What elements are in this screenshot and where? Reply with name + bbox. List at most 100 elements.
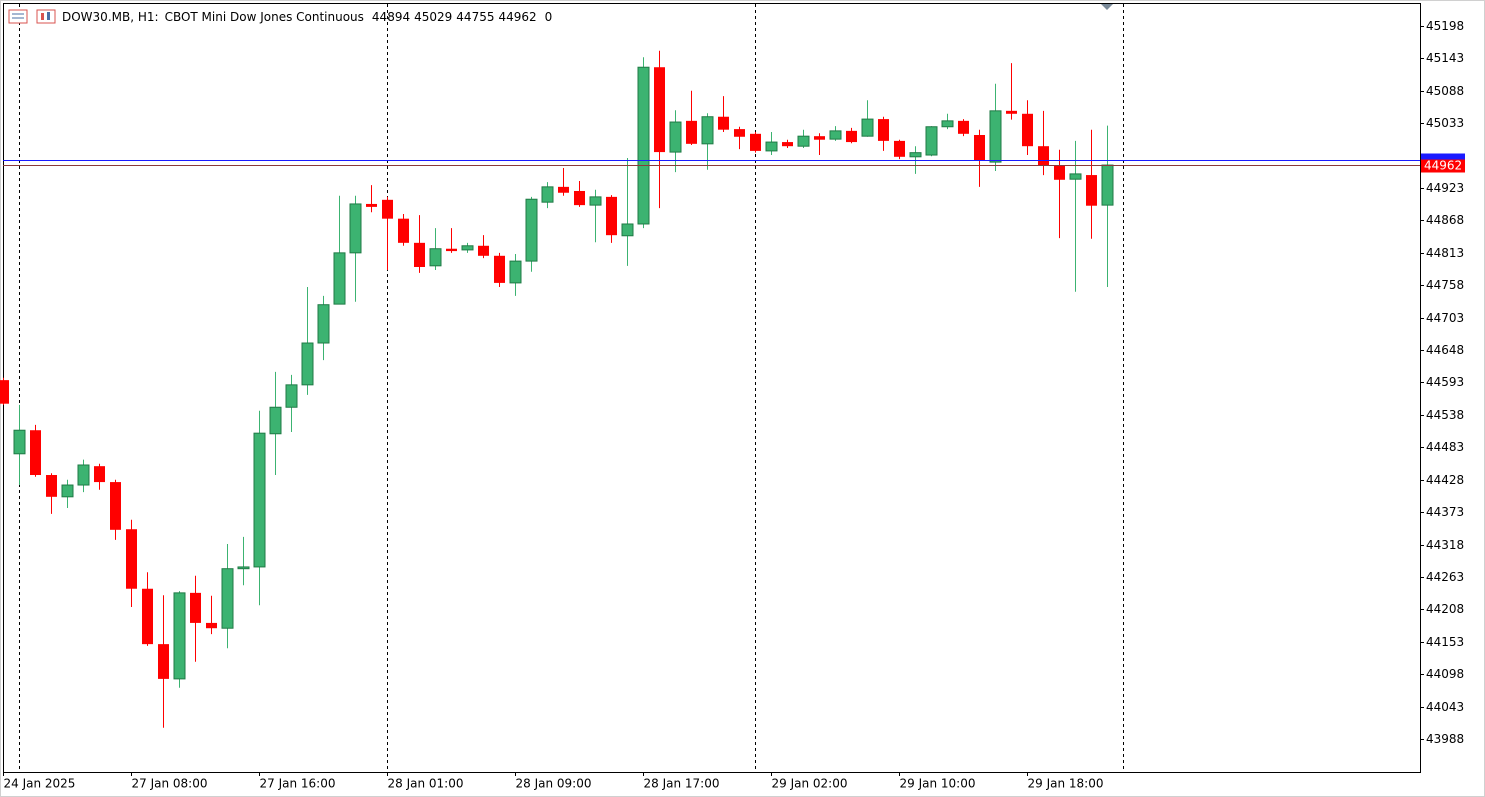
header-open: 44894 [372, 10, 410, 24]
candle-up [589, 196, 602, 206]
candle-up [765, 141, 778, 152]
candle-down [478, 245, 489, 256]
candle-down [382, 199, 393, 219]
candle-down [846, 130, 857, 143]
candle-up [861, 118, 874, 137]
header-close: 44962 [498, 10, 536, 24]
candle-down [750, 133, 761, 151]
candle-down [878, 119, 889, 141]
header-icons [8, 9, 56, 24]
last-price-label: 44962 [1424, 159, 1462, 173]
candle-down [974, 134, 985, 161]
candle-up [237, 566, 250, 570]
candle-down [894, 140, 905, 157]
icon [41, 13, 44, 20]
description: CBOT Mini Dow Jones Continuous [165, 10, 364, 24]
candle-down [718, 116, 729, 130]
x-tick-label: 27 Jan 08:00 [132, 777, 208, 791]
y-tick-label: 44758 [1426, 278, 1464, 292]
candle-down [1086, 175, 1097, 206]
candle-down [366, 203, 377, 207]
candle-up [349, 203, 362, 254]
candle-down [814, 136, 825, 140]
y-tick-label: 45198 [1426, 19, 1464, 33]
candle-up [429, 248, 442, 267]
icon [36, 9, 56, 24]
x-tick-label: 27 Jan 16:00 [260, 777, 336, 791]
candle-down [446, 248, 457, 252]
x-tick-label: 29 Jan 18:00 [1028, 777, 1104, 791]
x-tick-label: 28 Jan 17:00 [644, 777, 720, 791]
header-volume: 0 [545, 10, 553, 24]
shift-marker [1101, 4, 1113, 10]
candle-up [541, 186, 554, 203]
candle-up [1069, 173, 1082, 180]
x-tick-label: 24 Jan 2025 [4, 777, 76, 791]
x-tick-label: 28 Jan 01:00 [388, 777, 464, 791]
candle-up [525, 198, 538, 262]
candle-down [414, 242, 425, 267]
icon [8, 9, 28, 24]
candle-up [509, 260, 522, 284]
candle-up [797, 135, 810, 147]
candle-up [333, 252, 346, 305]
candle-down [686, 120, 697, 144]
candle-up [1101, 164, 1114, 206]
y-tick-label: 43988 [1426, 732, 1464, 746]
chart-header: DOW30.MB, H1: CBOT Mini Dow Jones Continu… [62, 10, 552, 24]
y-tick-label: 44538 [1426, 408, 1464, 422]
candle-down [734, 129, 745, 137]
candle-up [77, 464, 90, 486]
candles [0, 50, 1114, 728]
candle-up [61, 484, 74, 498]
candle-up [909, 152, 922, 158]
candle-down [1054, 165, 1065, 180]
candle-down [206, 622, 217, 629]
last-price-label-bg [1421, 159, 1465, 173]
candle-up [701, 116, 714, 145]
y-tick-label: 44153 [1426, 635, 1464, 649]
header-low: 44755 [456, 10, 494, 24]
y-tick-label: 44098 [1426, 667, 1464, 681]
candle-down [190, 592, 201, 623]
candle-down [782, 142, 793, 147]
candle-down [958, 120, 969, 134]
x-tick-label: 28 Jan 09:00 [516, 777, 592, 791]
candle-up [269, 406, 282, 435]
y-tick-label: 45033 [1426, 116, 1464, 130]
candle-down [110, 482, 121, 530]
candle-up [989, 110, 1002, 163]
symbol: DOW30.MB, H1: [62, 10, 159, 24]
y-tick-label: 44813 [1426, 246, 1464, 260]
candle-down [94, 466, 105, 483]
candle-up [925, 126, 938, 156]
candle-down [606, 196, 617, 236]
candle-down [558, 186, 569, 193]
candle-down [574, 190, 585, 206]
y-tick-label: 44593 [1426, 375, 1464, 389]
y-tick-label: 45088 [1426, 84, 1464, 98]
candle-down [46, 475, 57, 497]
y-tick-label: 44263 [1426, 570, 1464, 584]
candle-down [1038, 146, 1049, 166]
candle-down [654, 67, 665, 153]
candle-up [317, 304, 330, 344]
y-tick-label: 44868 [1426, 213, 1464, 227]
candle-up [13, 429, 26, 455]
candle-up [173, 592, 186, 680]
y-tick-label: 44483 [1426, 440, 1464, 454]
y-tick-label: 44703 [1426, 311, 1464, 325]
candle-down [30, 430, 41, 476]
candle-up [301, 342, 314, 386]
x-tick-label: 29 Jan 10:00 [900, 777, 976, 791]
y-tick-label: 44428 [1426, 473, 1464, 487]
y-tick-label: 45143 [1426, 51, 1464, 65]
candle-up [829, 130, 842, 140]
y-tick-label: 44208 [1426, 602, 1464, 616]
candle-up [285, 384, 298, 408]
y-tick-label: 44923 [1426, 181, 1464, 195]
candle-up [941, 120, 954, 128]
candle-up [461, 245, 474, 251]
